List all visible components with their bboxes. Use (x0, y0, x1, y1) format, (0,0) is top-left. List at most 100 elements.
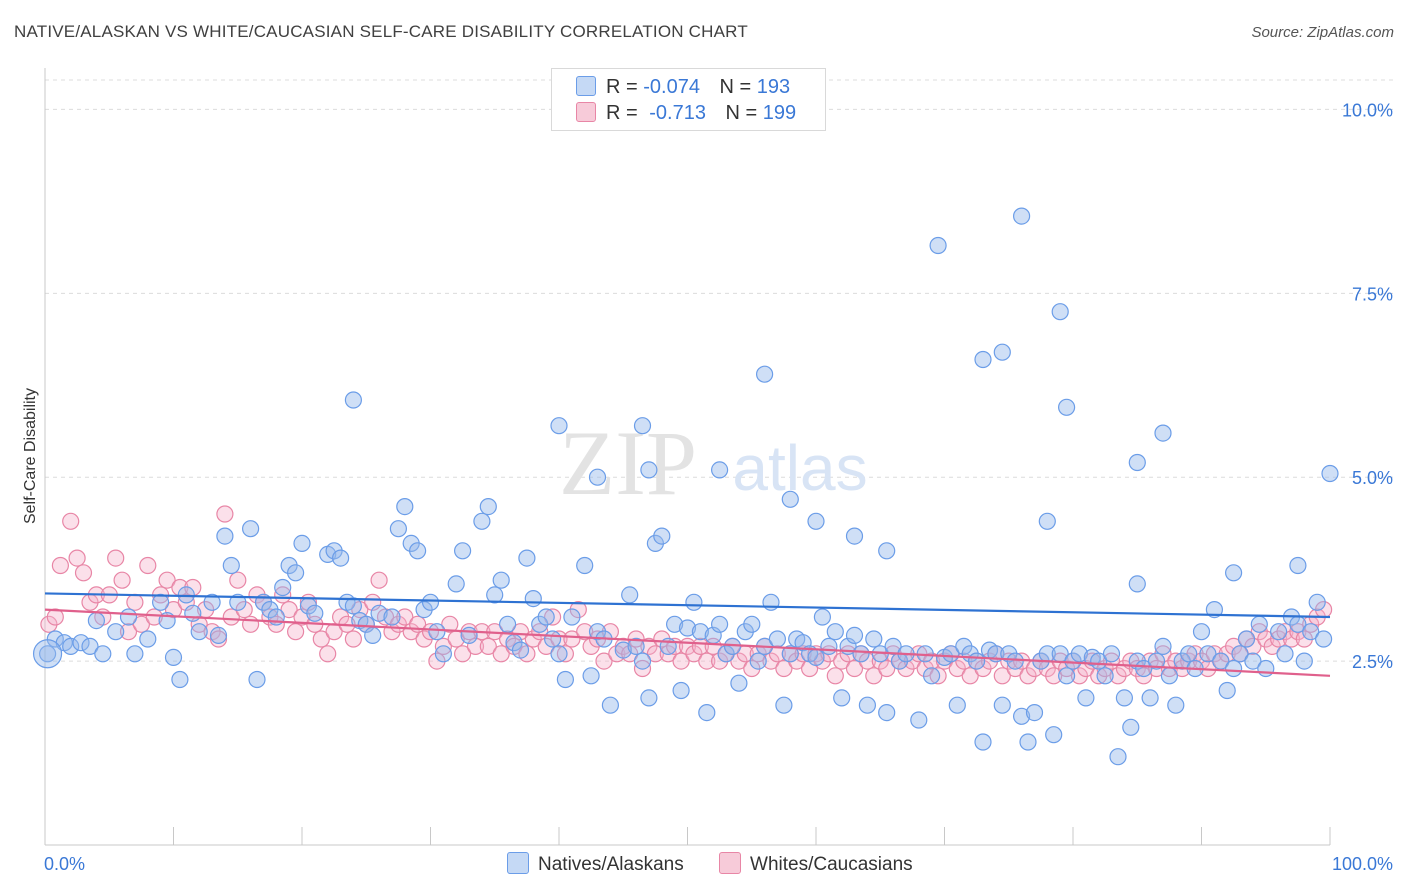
natives-point (383, 608, 401, 626)
natives-point (203, 593, 221, 611)
whites-point (1045, 667, 1063, 685)
natives-point (653, 527, 671, 545)
natives-point (1057, 398, 1076, 416)
natives-point (1115, 689, 1134, 707)
legend-label-natives: Natives/Alaskans (538, 854, 684, 875)
natives-point (1269, 623, 1288, 641)
natives-point (518, 549, 536, 567)
natives-point (38, 645, 57, 663)
whites-point (242, 615, 260, 633)
natives-point (749, 652, 767, 670)
tick-labels: 2.5% 5.0% 7.5% 10.0% 0.0% 100.0% (44, 100, 1393, 874)
whites-point (319, 645, 337, 663)
natives-point (447, 575, 465, 593)
natives-point (434, 645, 452, 663)
natives-point (1302, 623, 1320, 641)
whites-point (1135, 667, 1153, 685)
natives-point (813, 608, 832, 626)
legend-row-whites: R = -0.713 N = 199 (576, 102, 796, 124)
natives-point (1192, 623, 1211, 641)
natives-point (942, 645, 960, 663)
natives-point (691, 623, 710, 641)
natives-point (640, 461, 658, 479)
watermark: ZIP atlas (559, 412, 868, 514)
natives-point (1096, 667, 1114, 685)
natives-point (755, 365, 774, 383)
natives-point (46, 630, 64, 648)
natives-point (1147, 652, 1166, 670)
whites-point (216, 505, 234, 523)
natives-point (421, 593, 440, 611)
natives-point (582, 667, 600, 685)
natives-point (332, 549, 350, 567)
legend-n-label: N = (719, 76, 752, 98)
natives-point (588, 468, 607, 486)
whites-point (466, 637, 485, 656)
x-tick-label: 100.0% (1332, 854, 1393, 874)
whites-point (1083, 652, 1101, 670)
whites-point (698, 652, 716, 670)
natives-point (32, 639, 63, 669)
x-tick-label: 0.0% (44, 854, 85, 874)
natives-point (184, 604, 202, 622)
natives-trend-line (44, 592, 1331, 619)
natives-point (1077, 689, 1095, 707)
natives-point (164, 648, 183, 667)
legend-swatch-natives (576, 76, 596, 96)
natives-point (139, 630, 157, 648)
natives-point (852, 645, 870, 663)
natives-point (171, 670, 189, 689)
legend-row-natives: R = -0.074 N = 193 (576, 76, 790, 98)
natives-point (409, 542, 427, 560)
whites-point (543, 608, 562, 626)
legend-n-value: 193 (756, 76, 791, 98)
natives-point (640, 689, 658, 707)
natives-point (1237, 630, 1256, 648)
natives-point (845, 527, 864, 545)
natives-point (665, 615, 684, 633)
natives-point (1012, 207, 1031, 225)
natives-point (858, 696, 877, 714)
natives-point (768, 630, 787, 648)
natives-point (967, 652, 986, 670)
natives-point (274, 578, 292, 597)
whites-point (441, 615, 459, 633)
natives-point (710, 615, 729, 633)
natives-point (81, 637, 99, 656)
natives-point (479, 498, 497, 516)
natives-point (1038, 512, 1056, 530)
whites-point (845, 659, 864, 678)
whites-point (113, 571, 131, 589)
natives-point (72, 634, 90, 652)
whites-point (158, 571, 176, 589)
natives-point (1218, 681, 1236, 700)
natives-point (621, 586, 639, 604)
whites-point (929, 667, 947, 685)
natives-point (242, 520, 260, 538)
chart-title: NATIVE/ALASKAN VS WHITE/CAUCASIAN SELF-C… (14, 22, 748, 41)
natives-point (1051, 303, 1069, 321)
natives-point (1019, 733, 1037, 751)
natives-point (556, 670, 575, 689)
natives-point (1025, 703, 1044, 722)
natives-point (563, 608, 581, 626)
natives-point (878, 542, 896, 560)
natives-point (633, 652, 652, 670)
whites-point (145, 608, 163, 626)
whites-point (646, 645, 665, 663)
natives-point (698, 703, 716, 722)
natives-point (1314, 630, 1333, 648)
legend-label-whites: Whites/Caucasians (750, 854, 913, 875)
legend-r-label: R = (606, 76, 638, 98)
whites-point (595, 652, 613, 670)
natives-point (222, 556, 240, 575)
whites-point (107, 549, 125, 567)
watermark-atlas: atlas (732, 432, 867, 504)
whites-point (62, 512, 80, 530)
natives-point (216, 527, 234, 545)
natives-point (807, 648, 825, 667)
natives-point (993, 696, 1011, 714)
y-tick-label: 5.0% (1352, 468, 1393, 488)
series-legend: Natives/Alaskans Whites/Caucasians (507, 852, 943, 876)
natives-point (248, 670, 266, 689)
